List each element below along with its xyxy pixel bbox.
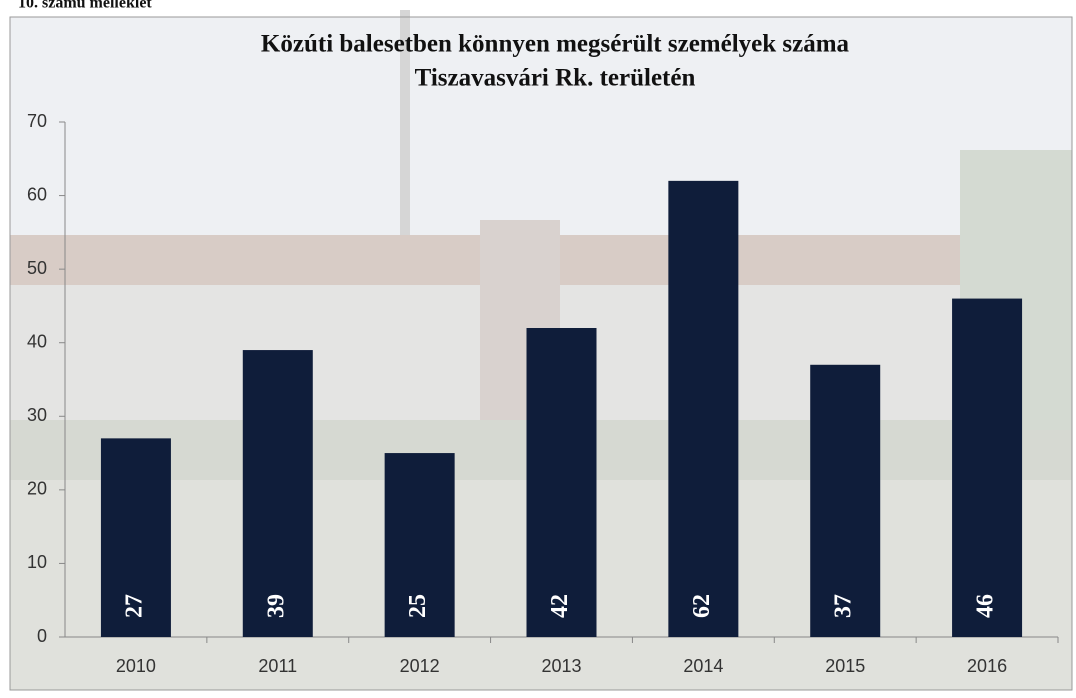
bar <box>526 328 597 637</box>
value-label: 42 <box>547 594 573 618</box>
chart-frame <box>9 16 1073 691</box>
x-tick-label: 2011 <box>258 656 297 676</box>
y-tick-label: 20 <box>27 479 47 499</box>
value-label: 39 <box>263 594 289 618</box>
x-tick-label: 2016 <box>967 656 1007 676</box>
x-tick-label: 2014 <box>683 656 723 676</box>
value-label: 37 <box>831 594 857 618</box>
x-tick-label: 2010 <box>116 656 156 676</box>
chart-subtitle: Tiszavasvári Rk. területén <box>415 65 696 92</box>
value-label: 46 <box>973 594 999 618</box>
y-tick-label: 0 <box>37 626 47 646</box>
bar <box>242 350 313 637</box>
bar <box>100 438 171 637</box>
y-tick-label: 70 <box>27 111 47 131</box>
y-tick-label: 60 <box>27 184 47 204</box>
header-text: 10. számú melléklet <box>18 0 152 12</box>
x-tick-label: 2015 <box>825 656 865 676</box>
y-tick-label: 10 <box>27 552 47 572</box>
bar <box>668 180 739 637</box>
value-label: 62 <box>689 594 715 618</box>
value-label: 25 <box>405 594 431 618</box>
chart-title: Közúti balesetben könnyen megsérült szem… <box>261 31 850 58</box>
x-tick-label: 2013 <box>541 656 581 676</box>
bar <box>952 298 1023 637</box>
y-tick-label: 50 <box>27 258 47 278</box>
y-tick-label: 40 <box>27 331 47 351</box>
background-photo <box>10 10 1072 690</box>
bar <box>384 453 455 637</box>
bar <box>810 364 881 637</box>
y-tick-label: 30 <box>27 405 47 425</box>
value-label: 27 <box>121 594 147 618</box>
x-tick-label: 2012 <box>400 656 440 676</box>
